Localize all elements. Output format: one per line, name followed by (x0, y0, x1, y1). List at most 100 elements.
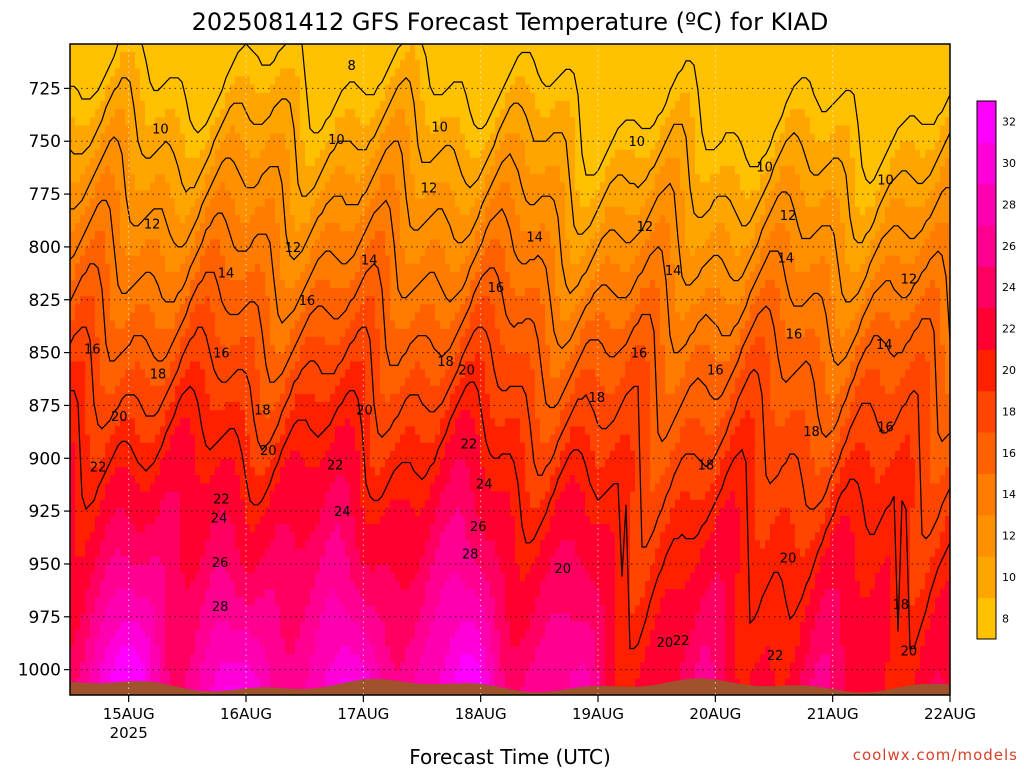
temperature-cell (335, 597, 341, 607)
temperature-cell (150, 239, 156, 249)
temperature-cell (80, 515, 86, 525)
temperature-cell (370, 60, 376, 70)
temperature-cell (115, 109, 121, 118)
temperature-cell (255, 198, 261, 208)
temperature-cell (185, 84, 191, 94)
temperature-cell (355, 426, 361, 436)
temperature-cell (250, 214, 256, 224)
temperature-cell (195, 491, 201, 501)
temperature-cell (270, 182, 276, 192)
temperature-cell (70, 328, 76, 338)
temperature-cell (355, 44, 361, 53)
temperature-cell (265, 312, 271, 322)
temperature-cell (340, 524, 346, 533)
temperature-cell (160, 589, 166, 598)
temperature-cell (375, 304, 381, 314)
temperature-cell (380, 247, 386, 257)
temperature-cell (145, 572, 151, 582)
temperature-cell (100, 524, 106, 533)
temperature-cell (270, 483, 276, 493)
temperature-cell (210, 499, 216, 509)
temperature-cell (310, 605, 316, 615)
temperature-cell (195, 410, 201, 419)
temperature-cell (195, 44, 201, 53)
temperature-cell (180, 190, 186, 200)
temperature-cell (245, 92, 251, 102)
temperature-cell (280, 288, 286, 297)
temperature-cell (170, 279, 176, 289)
temperature-cell (325, 475, 331, 485)
temperature-cell (90, 304, 96, 314)
temperature-cell (190, 336, 196, 346)
temperature-cell (365, 353, 371, 362)
temperature-cell (185, 450, 191, 460)
temperature-cell (270, 304, 276, 314)
temperature-cell (210, 312, 216, 322)
temperature-cell (330, 581, 336, 590)
temperature-cell (305, 117, 311, 126)
temperature-cell (160, 263, 166, 273)
temperature-cell (75, 76, 81, 86)
temperature-cell (140, 532, 146, 541)
temperature-cell (175, 133, 181, 143)
temperature-cell (285, 68, 291, 78)
temperature-cell (185, 166, 191, 175)
temperature-cell (85, 166, 91, 175)
temperature-cell (355, 507, 361, 517)
temperature-cell (310, 353, 316, 362)
temperature-cell (310, 92, 316, 102)
temperature-cell (365, 174, 371, 183)
temperature-cell (135, 190, 141, 200)
temperature-cell (255, 491, 261, 501)
temperature-cell (145, 166, 151, 175)
temperature-cell (375, 524, 381, 533)
temperature-cell (155, 157, 161, 167)
temperature-cell (320, 182, 326, 192)
temperature-cell (260, 255, 266, 265)
temperature-cell (285, 255, 291, 265)
temperature-cell (95, 515, 101, 525)
temperature-cell (350, 157, 356, 167)
temperature-cell (100, 532, 106, 541)
temperature-cell (270, 92, 276, 102)
temperature-cell (90, 678, 96, 688)
temperature-cell (265, 402, 271, 411)
temperature-cell (125, 450, 131, 460)
temperature-cell (190, 255, 196, 265)
temperature-cell (170, 166, 176, 175)
temperature-cell (75, 84, 81, 94)
temperature-cell (190, 141, 196, 151)
temperature-cell (140, 515, 146, 525)
temperature-cell (225, 312, 231, 322)
temperature-cell (85, 434, 91, 444)
temperature-cell (205, 149, 211, 159)
temperature-cell (205, 239, 211, 249)
temperature-cell (115, 418, 121, 428)
temperature-cell (230, 68, 236, 78)
temperature-cell (250, 540, 256, 550)
temperature-cell (255, 564, 261, 574)
temperature-cell (95, 328, 101, 338)
temperature-cell (320, 60, 326, 70)
temperature-cell (295, 532, 301, 541)
temperature-cell (235, 369, 241, 379)
temperature-cell (215, 532, 221, 541)
temperature-cell (355, 450, 361, 460)
temperature-cell (255, 60, 261, 70)
temperature-cell (155, 548, 161, 558)
temperature-cell (170, 410, 176, 419)
temperature-cell (315, 125, 321, 135)
temperature-cell (375, 450, 381, 460)
temperature-cell (215, 410, 221, 419)
temperature-cell (150, 556, 156, 566)
temperature-cell (80, 507, 86, 517)
temperature-cell (305, 84, 311, 94)
temperature-cell (225, 271, 231, 281)
temperature-cell (285, 361, 291, 371)
temperature-cell (325, 296, 331, 305)
temperature-cell (210, 621, 216, 631)
temperature-cell (75, 44, 81, 53)
temperature-cell (220, 499, 226, 509)
temperature-cell (210, 345, 216, 354)
temperature-cell (370, 434, 376, 444)
